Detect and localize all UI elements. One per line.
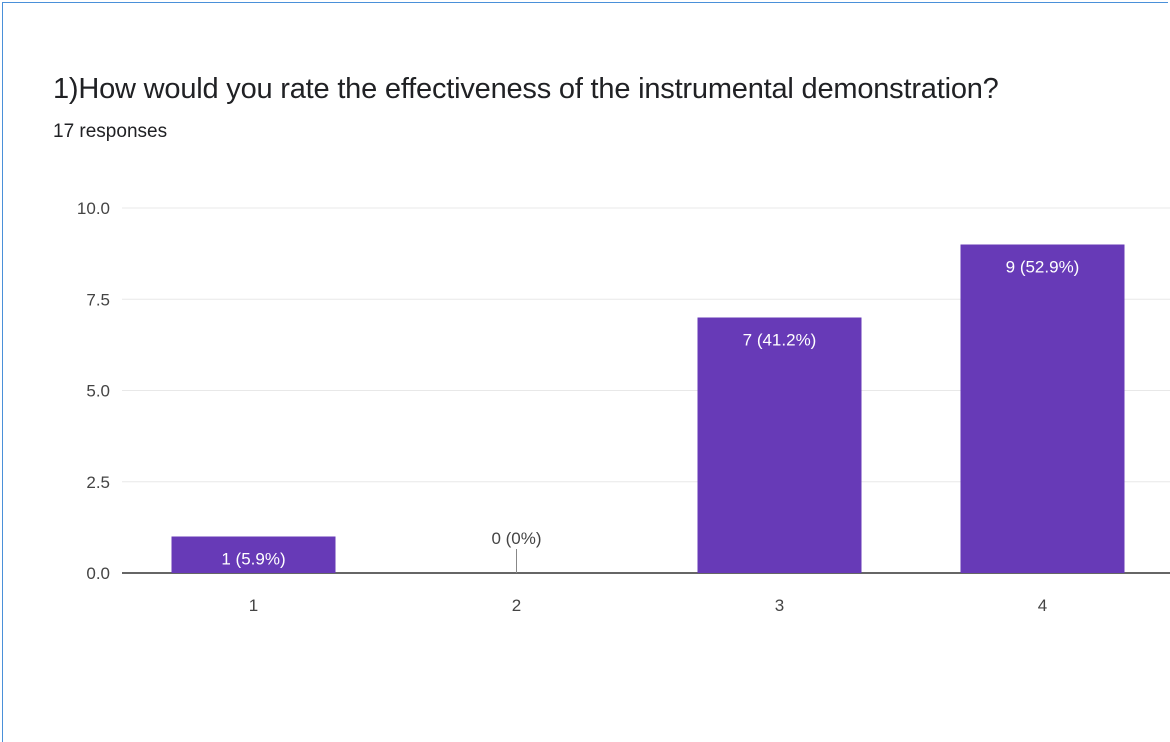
data-labels: 1 (5.9%) 0 (0%) 7 (41.2%) 9 (52.9%): [221, 258, 1079, 569]
data-label: 1 (5.9%): [221, 550, 285, 569]
y-tick-label: 5.0: [86, 382, 110, 401]
question-title: 1)How would you rate the effectiveness o…: [53, 73, 999, 105]
y-tick-label: 7.5: [86, 290, 110, 309]
x-tick-label: 1: [249, 596, 258, 615]
data-label: 0 (0%): [491, 529, 541, 548]
y-tick-label: 10.0: [77, 199, 110, 218]
data-label: 7 (41.2%): [743, 331, 817, 350]
x-tick-label: 4: [1038, 596, 1047, 615]
y-tick-label: 2.5: [86, 473, 110, 492]
data-label: 9 (52.9%): [1006, 258, 1080, 277]
y-tick-label: 0.0: [86, 564, 110, 583]
y-axis-ticks: 0.0 2.5 5.0 7.5 10.0: [77, 199, 110, 583]
bar: [697, 317, 862, 573]
x-tick-label: 3: [775, 596, 784, 615]
bar-chart: 0.0 2.5 5.0 7.5 10.0 1 2 3 4 1 (5.9%) 0 (0%) 7 (4…: [77, 199, 1170, 615]
bars: [171, 244, 1125, 573]
x-axis-ticks: 1 2 3 4: [249, 596, 1047, 615]
bar: [960, 244, 1125, 573]
bar: [171, 536, 336, 573]
x-tick-label: 2: [512, 596, 521, 615]
response-count: 17 responses: [53, 121, 168, 142]
